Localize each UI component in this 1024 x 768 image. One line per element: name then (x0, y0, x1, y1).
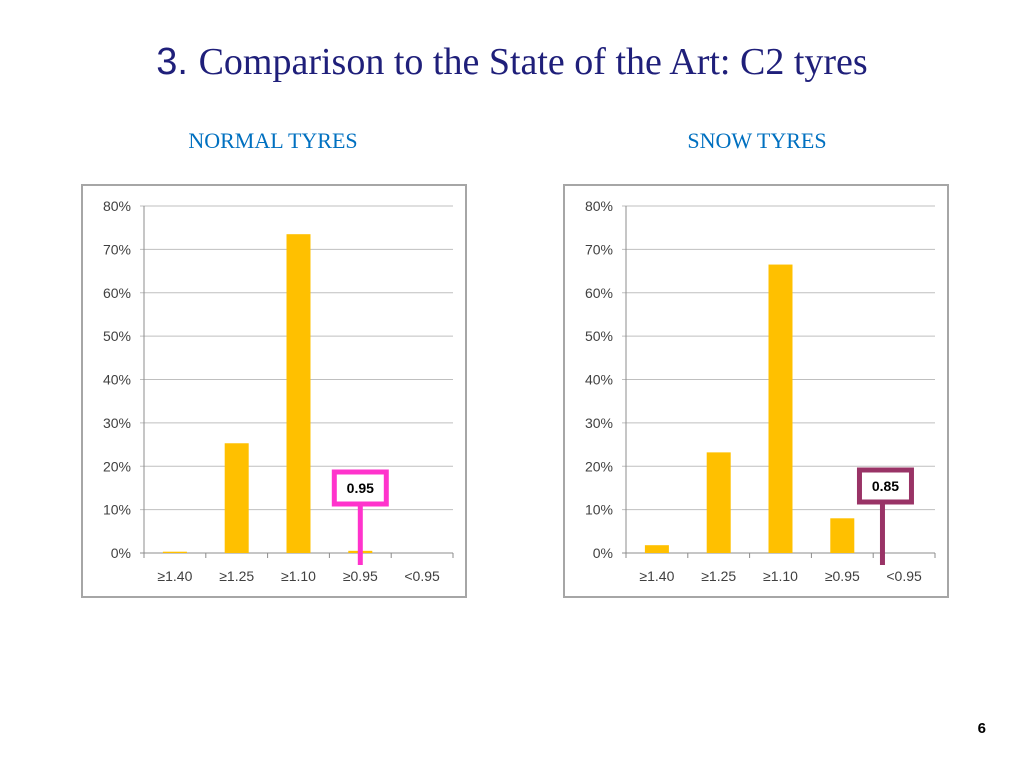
y-tick-label: 40% (585, 372, 613, 388)
y-tick-label: 0% (111, 545, 131, 561)
snow-tyres-chart-svg: 0% 10% 20% 30% 40% 50% 60% 70% 80% ≥1.40 ≥1.25 ≥1.1… (585, 198, 936, 584)
bar (644, 545, 669, 553)
snow-tyres-chart: 0% 10% 20% 30% 40% 50% 60% 70% 80% ≥1.40 ≥1.25 ≥1.1… (563, 184, 949, 598)
y-tick-label: 50% (585, 328, 613, 344)
y-tick-label: 30% (103, 415, 131, 431)
slide-title: 3. Comparison to the State of the Art: C… (0, 40, 1024, 84)
normal-tyres-chart: 0% 10% 20% 30% 40% 50% 60% 70% 80% ≥1.40 ≥1.25 ≥1.1… (81, 184, 467, 598)
bar (224, 443, 249, 553)
y-tick-label: 80% (585, 198, 613, 214)
x-tick-label: ≥1.25 (219, 568, 254, 584)
y-tick-label: 20% (103, 458, 131, 474)
y-tick-label: 0% (593, 545, 613, 561)
x-tick-label: <0.95 (886, 568, 922, 584)
bar (706, 452, 731, 553)
normal-tyres-chart-svg: 0% 10% 20% 30% 40% 50% 60% 70% 80% ≥1.40 ≥1.25 ≥1.1… (103, 198, 454, 584)
y-tick-label: 40% (103, 372, 131, 388)
y-tick-label: 70% (585, 241, 613, 257)
x-tick-label: ≥1.10 (763, 568, 798, 584)
x-tick-label: ≥1.40 (639, 568, 674, 584)
y-tick-label: 80% (103, 198, 131, 214)
x-tick-label: ≥1.40 (157, 568, 192, 584)
threshold-marker-label: 0.95 (347, 480, 374, 496)
threshold-marker-label: 0.85 (872, 478, 899, 494)
bar (286, 234, 311, 553)
bar (162, 551, 187, 553)
x-tick-label: ≥1.25 (701, 568, 736, 584)
y-tick-label: 60% (585, 285, 613, 301)
x-tick-label: <0.95 (404, 568, 440, 584)
y-tick-label: 60% (103, 285, 131, 301)
y-tick-label: 70% (103, 241, 131, 257)
x-tick-label: ≥0.95 (343, 568, 378, 584)
bar (768, 264, 793, 553)
threshold-marker-box (331, 469, 389, 507)
page-number: 6 (977, 720, 986, 737)
y-tick-label: 20% (585, 458, 613, 474)
y-tick-label: 10% (585, 502, 613, 518)
x-tick-label: ≥0.95 (825, 568, 860, 584)
threshold-marker-box (856, 467, 914, 505)
slide-title-text: Comparison to the State of the Art: C2 t… (198, 41, 868, 83)
snow-tyres-heading: SNOW TYRES (687, 128, 827, 153)
y-tick-label: 30% (585, 415, 613, 431)
slide-title-number: 3. (156, 41, 188, 83)
y-tick-label: 50% (103, 328, 131, 344)
normal-tyres-heading: NORMAL TYRES (188, 128, 358, 153)
y-tick-label: 10% (103, 502, 131, 518)
x-tick-label: ≥1.10 (281, 568, 316, 584)
bar (830, 518, 855, 553)
